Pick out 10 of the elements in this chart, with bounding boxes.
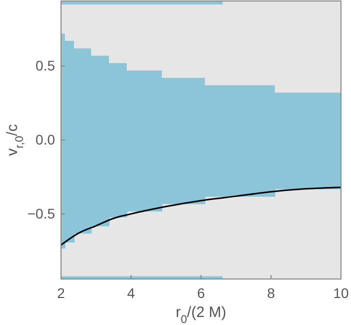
x-tick-label: 2 — [57, 284, 66, 301]
x-tick-label: 6 — [197, 284, 206, 301]
x-tick-label: 4 — [127, 284, 136, 301]
line-series — [60, 186, 342, 246]
x-axis-title: r$_{0}$/(2 M) — [176, 304, 226, 325]
x-tick-label: 10 — [333, 284, 349, 301]
y-tick-label: −0.5 — [27, 205, 56, 222]
x-tick-label: 8 — [267, 284, 276, 301]
y-tick-label: 0.5 — [36, 58, 56, 74]
y-tick-label: 0.0 — [36, 131, 56, 148]
